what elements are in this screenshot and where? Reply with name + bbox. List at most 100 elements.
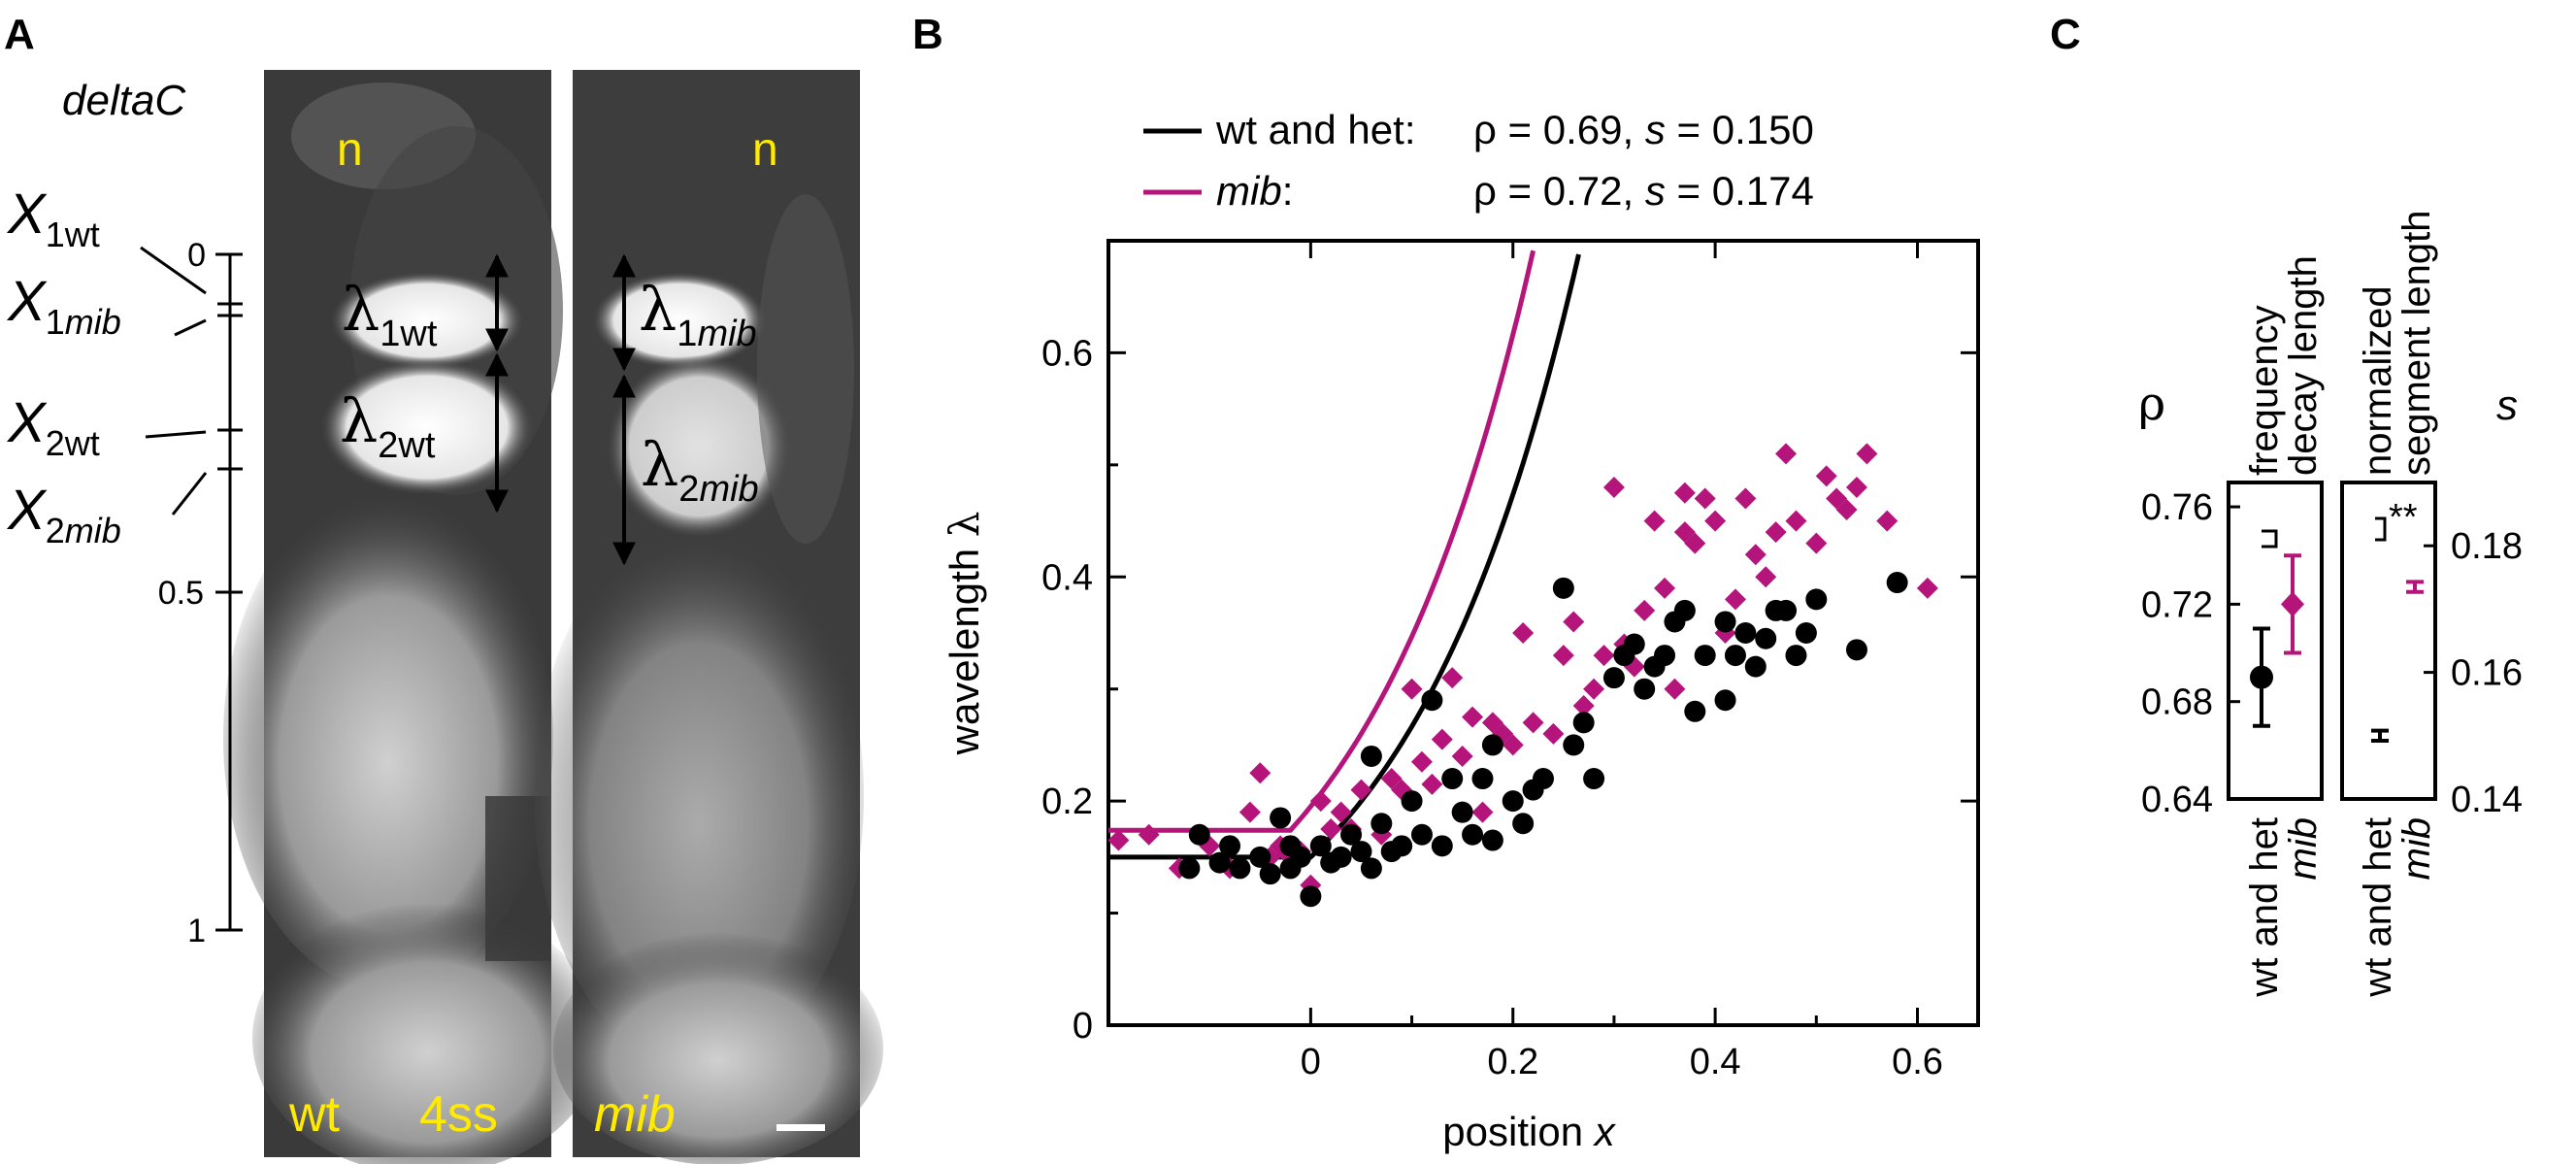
lambda-1wt: λ1wt (342, 274, 438, 354)
data-point-mib (1643, 510, 1666, 532)
panel-b: wt and het: mib: ρ = 0.69, s = 0.150 ρ =… (941, 107, 1980, 1154)
data-point-mib (1238, 801, 1261, 823)
data-point-wt (1795, 622, 1817, 644)
scatter-points (1107, 443, 1938, 908)
data-point-mib (1401, 678, 1423, 700)
data-point-mib (1845, 476, 1867, 498)
legend-mib-name: mib: (1216, 168, 1293, 214)
significance-marker: ** (2389, 497, 2418, 538)
legend-wt-stats: ρ = 0.69, s = 0.150 (1473, 107, 1814, 152)
data-point-wt (1330, 846, 1352, 868)
data-point-wt (1563, 734, 1585, 756)
data-point-mib (1249, 762, 1271, 784)
x-tick-label: 0 (1301, 1042, 1321, 1082)
panel-c-letter: C (2050, 11, 2081, 58)
data-point-mib (1634, 599, 1656, 621)
data-point-mib (1309, 790, 1332, 813)
rho-title-line1: frequency (2243, 305, 2286, 476)
data-point-wt (1441, 768, 1464, 790)
notochord-label-mib: n (752, 124, 778, 176)
data-point-mib (1704, 510, 1727, 532)
data-point-mib (1744, 544, 1767, 566)
data-point-wt (1471, 768, 1494, 790)
rho-cat-mib: mib (2282, 817, 2325, 880)
data-point-mib (1694, 487, 1716, 510)
data-point-mib (1451, 745, 1473, 767)
data-point-mib (1755, 566, 1777, 588)
micrograph-mib (534, 70, 883, 1164)
legend-mib-stats: ρ = 0.72, s = 0.174 (1473, 168, 1814, 214)
data-point-mib (1522, 712, 1544, 734)
gene-label: deltaC (62, 77, 186, 124)
c-y-tick-label: 0.18 (2451, 526, 2523, 567)
x-axis-label: position x (1442, 1109, 1616, 1154)
data-point-wt (1775, 599, 1798, 621)
micrograph-wt (223, 70, 602, 1164)
data-point-wt (1634, 678, 1656, 700)
x2wt-label: X2wt (6, 391, 100, 463)
data-point-wt (1714, 689, 1736, 712)
data-point-mib (1775, 443, 1798, 465)
axis-tick-1: 1 (187, 913, 206, 949)
data-point-wt (1249, 846, 1271, 868)
c-y-tick-label: 0.68 (2141, 682, 2213, 723)
data-point-wt (1178, 857, 1201, 880)
data-point-mib (1876, 510, 1899, 532)
scatter-ticks: 0 0.2 0.4 0.6 0 0.2 0.4 0.6 (1041, 241, 1978, 1082)
rho-axis-label: ρ (2138, 377, 2165, 431)
panel-a: deltaC n n wt 4ss mib (6, 70, 883, 1164)
data-point-mib (1724, 588, 1746, 611)
data-point-mib (1431, 728, 1453, 750)
data-point-mib (1107, 829, 1130, 851)
fit-curve-mib (1108, 249, 1536, 833)
data-point-wt (1654, 645, 1676, 667)
data-point-mib (1654, 577, 1676, 599)
rho-plot-frame (2227, 481, 2324, 801)
axis-tick-0-5: 0.5 (158, 575, 204, 612)
errorbar-marks: 0.76 0.72 0.68 0.64 0.18 0.16 0.14 (2141, 487, 2523, 820)
data-point-wt (1300, 885, 1322, 908)
data-point-wt (1481, 829, 1503, 851)
data-point-wt (1371, 813, 1393, 835)
data-point-wt (1533, 768, 1554, 790)
stage-label: 4ss (419, 1086, 498, 1143)
data-point-wt (1572, 712, 1595, 734)
legend-wt-name: wt and het: (1215, 107, 1415, 152)
data-point-wt (1391, 835, 1413, 857)
data-point-mib (1805, 532, 1828, 554)
mean-marker (2250, 665, 2273, 689)
data-point-wt (1360, 857, 1382, 880)
x1wt-label: X1wt (6, 183, 100, 254)
data-point-mib (1350, 779, 1372, 801)
data-point-mib (1815, 465, 1837, 487)
data-point-mib (1765, 521, 1787, 544)
s-plot-frame (2340, 481, 2437, 801)
data-point-wt (1421, 689, 1443, 712)
data-point-wt (1431, 835, 1453, 857)
data-point-wt (1502, 790, 1524, 813)
data-point-mib (1552, 645, 1574, 667)
data-point-mib (1583, 678, 1605, 700)
x-tick-label: 0.2 (1487, 1042, 1538, 1082)
data-point-mib (1602, 476, 1625, 498)
s-cat-wt: wt and het (2357, 817, 2399, 998)
s-title-line2: segment length (2395, 210, 2438, 476)
c-y-tick-label: 0.76 (2141, 487, 2213, 528)
data-point-wt (1340, 823, 1363, 846)
lambda-1mib: λ1mib (639, 274, 757, 354)
data-point-wt (1734, 622, 1757, 644)
data-point-wt (1623, 633, 1645, 655)
mean-marker (2281, 591, 2304, 617)
fit-curves (1108, 249, 1581, 860)
data-point-wt (1309, 835, 1332, 857)
data-point-mib (1673, 482, 1696, 504)
data-point-wt (1744, 655, 1767, 678)
data-point-mib (1512, 622, 1535, 644)
data-point-mib (1734, 487, 1757, 510)
data-point-wt (1673, 599, 1696, 621)
data-point-wt (1410, 823, 1433, 846)
data-point-mib (1330, 801, 1352, 823)
data-point-wt (1602, 667, 1625, 689)
data-point-mib (1471, 801, 1494, 823)
data-point-wt (1481, 734, 1503, 756)
